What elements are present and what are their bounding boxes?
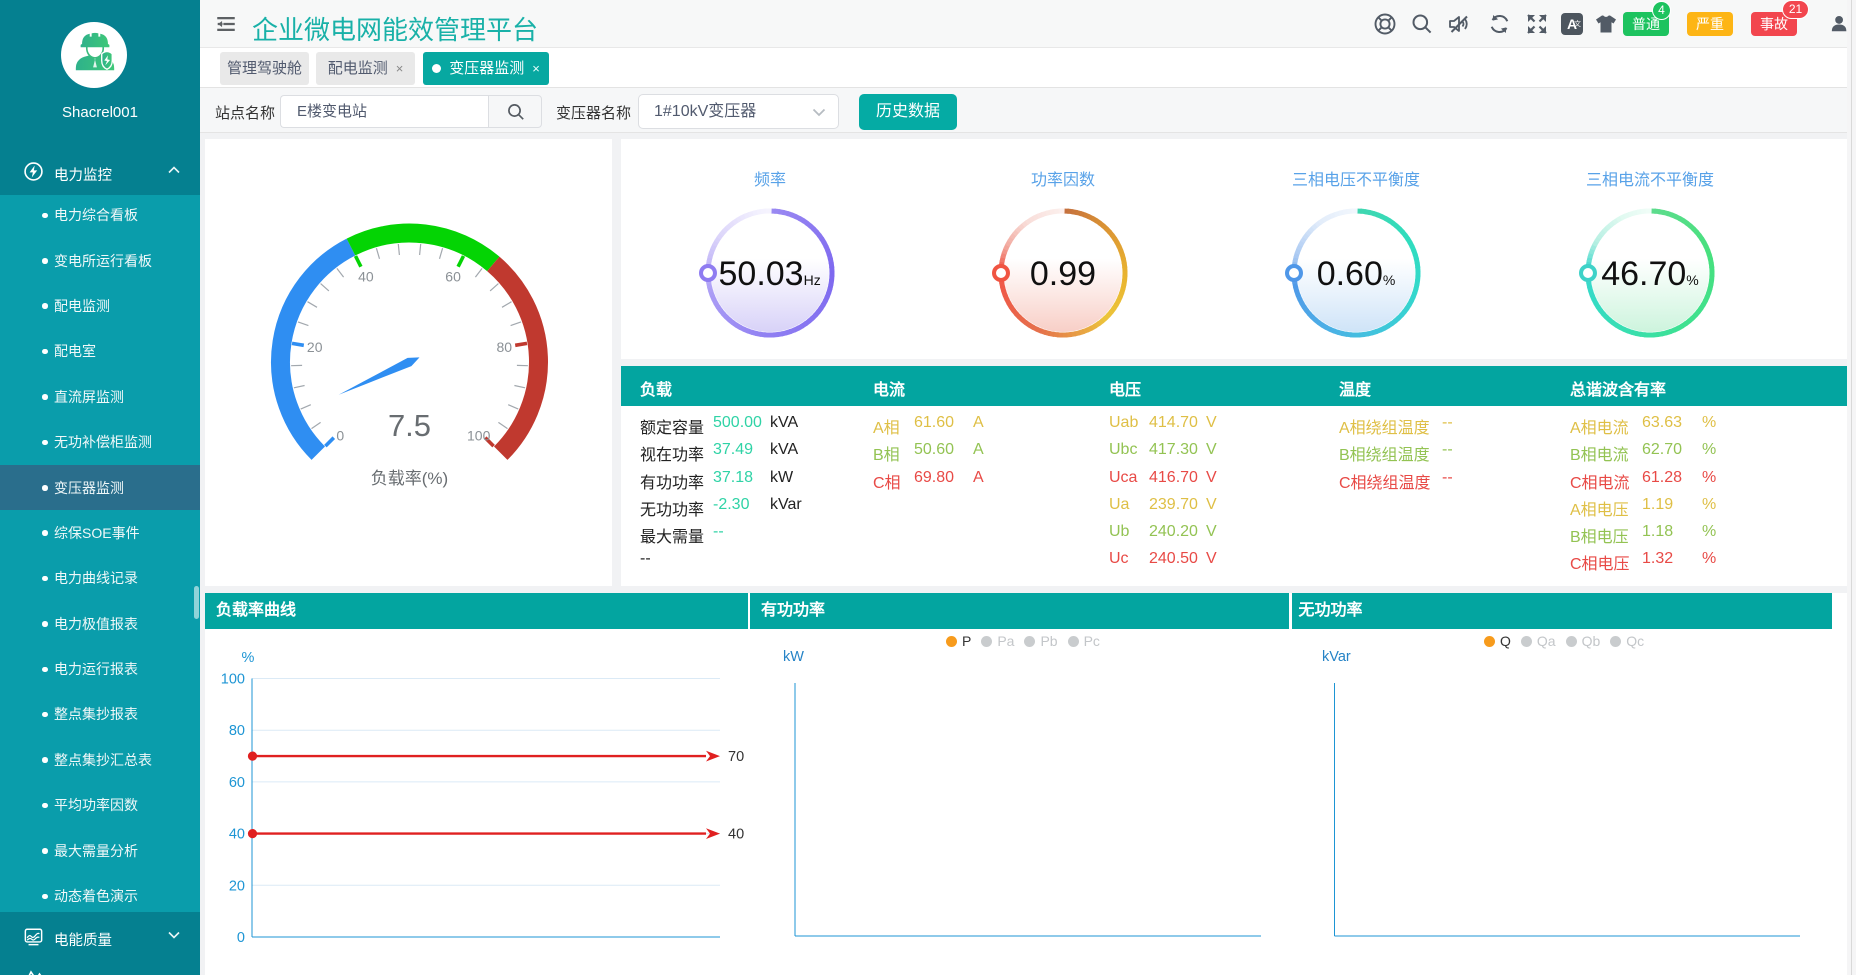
svg-text:7.5: 7.5 bbox=[388, 408, 431, 443]
svg-text:kW: kW bbox=[783, 649, 804, 665]
svg-text:20: 20 bbox=[307, 339, 323, 355]
svg-text:0.60%: 0.60% bbox=[1317, 255, 1396, 293]
svg-text:负载率(%): 负载率(%) bbox=[371, 469, 448, 488]
svg-text:100: 100 bbox=[221, 672, 245, 688]
svg-text:0.99: 0.99 bbox=[1030, 255, 1096, 293]
svg-text:70: 70 bbox=[728, 749, 744, 765]
svg-text:%: % bbox=[242, 650, 255, 666]
svg-text:40: 40 bbox=[358, 269, 374, 285]
svg-text:20: 20 bbox=[229, 878, 245, 894]
svg-text:60: 60 bbox=[445, 269, 461, 285]
svg-text:40: 40 bbox=[728, 827, 744, 843]
svg-text:0: 0 bbox=[237, 930, 245, 946]
svg-text:40: 40 bbox=[229, 827, 245, 843]
svg-text:kVar: kVar bbox=[1322, 649, 1351, 665]
svg-text:60: 60 bbox=[229, 775, 245, 791]
svg-text:46.70%: 46.70% bbox=[1601, 255, 1699, 293]
svg-text:80: 80 bbox=[229, 723, 245, 739]
svg-text:0: 0 bbox=[336, 428, 344, 444]
svg-text:80: 80 bbox=[497, 339, 513, 355]
svg-text:100: 100 bbox=[467, 428, 491, 444]
